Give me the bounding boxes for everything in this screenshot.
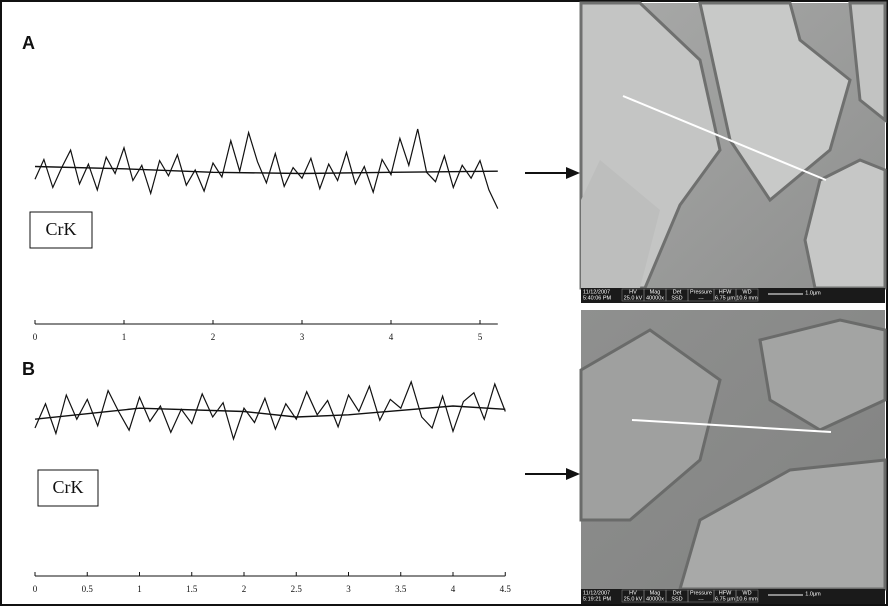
info-label: HFW [719,590,732,596]
x-tick-label: 4 [389,332,394,342]
info-value: 10.6 mm [736,295,758,301]
info-label: Det [673,289,682,295]
sem-image-a [579,1,887,303]
x-tick-label: 1 [137,584,142,594]
trend-line [34,405,506,420]
element-label: CrK [46,219,77,239]
x-tick-label: 1 [122,332,127,342]
info-date: 11/12/2007 [583,590,610,596]
info-value: --- [698,596,704,602]
info-label: HFW [719,289,732,295]
x-tick-label: 3 [346,584,351,594]
info-label: Mag [650,289,661,295]
info-cell [735,589,759,603]
info-value: 25.0 kV [624,295,643,301]
info-value: --- [698,295,704,301]
scale-label: 1.0µm [805,290,821,296]
info-value: 25.0 kV [624,596,643,602]
info-label: Mag [650,590,661,596]
x-tick-label: 3.5 [395,584,407,594]
info-label: Det [673,590,682,596]
arrow [525,468,580,480]
info-value: 40000x [646,596,664,602]
x-tick-label: 4 [451,584,456,594]
info-date: 11/12/2007 [583,289,610,295]
x-tick-label: 5 [478,332,483,342]
info-label: Pressure [690,289,712,295]
info-value: 10.6 mm [736,596,758,602]
info-label: WD [742,590,751,596]
info-label: HV [629,289,637,295]
panel-label: A [22,33,35,53]
x-tick-label: 4.5 [500,584,512,594]
x-tick-label: 1.5 [186,584,198,594]
x-tick-label: 3 [300,332,305,342]
x-tick-label: 0 [33,584,38,594]
scale-label: 1.0µm [805,591,821,597]
x-tick-label: 2.5 [291,584,303,594]
x-tick-label: 2 [242,584,247,594]
info-label: HV [629,590,637,596]
arrow [525,167,580,179]
sem-image-b [579,310,887,604]
info-time: 5:40:06 PM [583,295,612,301]
info-value: 40000x [646,295,664,301]
x-tick-label: 0.5 [82,584,94,594]
panel-label: B [22,359,35,379]
info-value: 6.75 µm [715,295,735,301]
label-box [37,469,99,507]
info-value: SSD [671,596,682,602]
x-tick-label: 2 [211,332,216,342]
info-time: 5:19:21 PM [583,596,612,602]
trend-line [34,165,498,175]
info-label: Pressure [690,590,712,596]
x-tick-label: 0 [33,332,38,342]
info-label: WD [742,289,751,295]
label-box [29,211,93,249]
element-label: CrK [53,477,84,497]
info-cell [735,288,759,302]
info-value: SSD [671,295,682,301]
info-value: 6.75 µm [715,596,735,602]
